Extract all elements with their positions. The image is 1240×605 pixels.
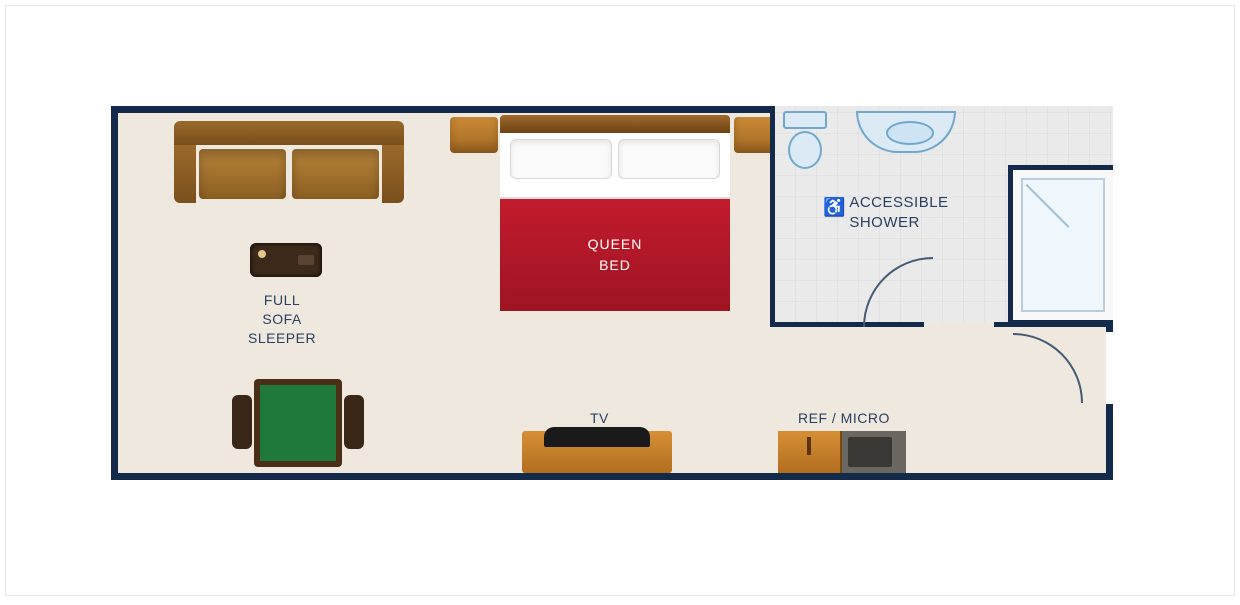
nightstand-left: [450, 117, 498, 153]
chair: [232, 395, 252, 449]
bed-label-line: BED: [599, 257, 631, 273]
bed-sheet-fold: [500, 185, 730, 199]
entry-door-arc: [1013, 333, 1083, 403]
pillow: [510, 139, 612, 179]
floor-plan: FULL SOFA SLEEPER QUEEN BED: [111, 106, 1113, 480]
bed-label-line: QUEEN: [588, 236, 643, 252]
sofa-body: [174, 145, 404, 203]
bathroom-door-opening: [924, 322, 994, 329]
card-table-set: [248, 373, 348, 473]
sofa-label-line: SOFA: [262, 311, 301, 327]
toilet-icon: [783, 111, 827, 171]
fridge-icon: [778, 431, 842, 473]
microwave-icon: [842, 431, 906, 473]
bed-headboard: [500, 115, 730, 133]
shower-stall: [1008, 165, 1113, 325]
page-frame: FULL SOFA SLEEPER QUEEN BED: [5, 5, 1235, 596]
ref-micro-cabinet: [778, 431, 906, 473]
sofa-label-line: FULL: [264, 292, 300, 308]
chair: [344, 395, 364, 449]
tv-label: TV: [590, 409, 609, 428]
coffee-table: [250, 243, 322, 277]
tv-screen: [544, 427, 650, 447]
sofa-label: FULL SOFA SLEEPER: [248, 291, 316, 348]
bath-label-line: ACCESSIBLE: [849, 194, 948, 211]
sofa-label-line: SLEEPER: [248, 330, 316, 346]
bath-label-line: SHOWER: [849, 214, 920, 231]
entry-door-opening: [1106, 332, 1113, 404]
sofa: [174, 121, 404, 203]
toilet-bowl: [788, 131, 822, 169]
card-table: [254, 379, 342, 467]
sofa-arm-right: [382, 145, 404, 203]
sofa-arm-left: [174, 145, 196, 203]
bed-pillows: [500, 133, 730, 185]
queen-bed: QUEEN BED: [500, 115, 730, 305]
toilet-tank: [783, 111, 827, 129]
sofa-back: [174, 121, 404, 145]
bathroom-label: ACCESSIBLE SHOWER: [826, 193, 949, 232]
pillow: [618, 139, 720, 179]
sofa-cushion: [199, 149, 286, 199]
sofa-cushion: [292, 149, 379, 199]
ref-micro-label: REF / MICRO: [798, 409, 890, 428]
bed-blanket: QUEEN BED: [500, 199, 730, 311]
